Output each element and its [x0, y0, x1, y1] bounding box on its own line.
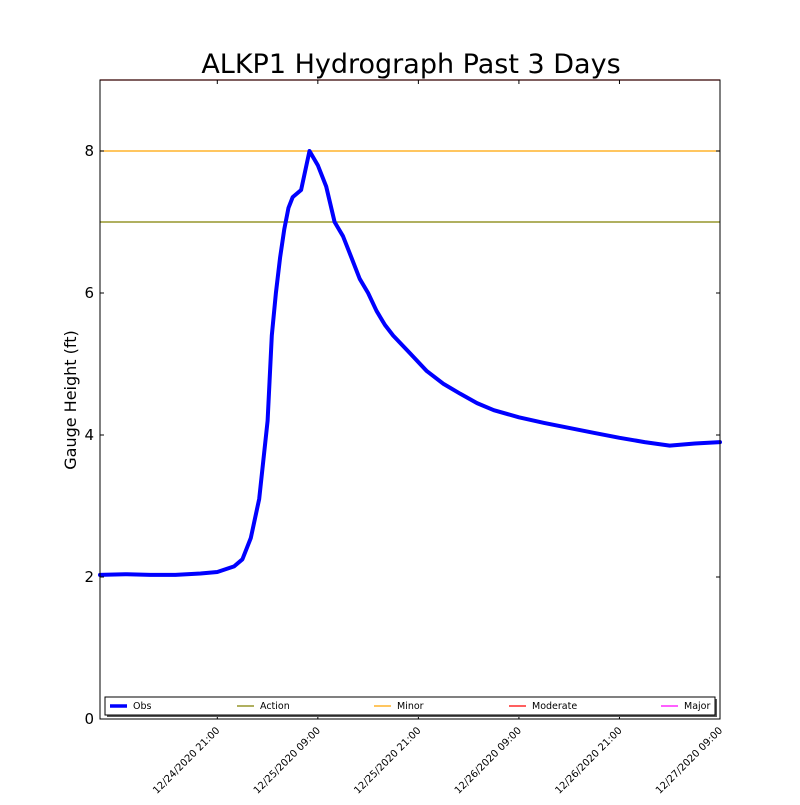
- x-tick-label: 12/27/2020 09:00: [654, 725, 725, 796]
- legend-label-major: Major: [684, 701, 710, 712]
- series-line-obs: [98, 149, 722, 577]
- legend-label-action: Action: [260, 701, 290, 712]
- legend-label-obs: Obs: [133, 701, 152, 712]
- x-axis-ticks: 12/24/2020 21:00 12/25/2020 09:00 12/25/20…: [151, 80, 725, 797]
- y-tick-label: 0: [84, 710, 94, 728]
- x-tick-label: 12/25/2020 21:00: [352, 725, 423, 796]
- series-lines: [98, 149, 722, 577]
- x-tick-label: 12/25/2020 09:00: [252, 725, 323, 796]
- threshold-lines: [100, 79, 720, 223]
- y-axis-ticks: 0 2 4 6 8: [84, 142, 720, 728]
- y-tick-label: 6: [84, 284, 94, 302]
- chart-title: ALKP1 Hydrograph Past 3 Days: [201, 49, 620, 80]
- y-tick-label: 4: [84, 426, 94, 444]
- y-axis-label: Gauge Height (ft): [61, 330, 80, 470]
- x-tick-label: 12/24/2020 21:00: [151, 725, 222, 796]
- legend-label-minor: Minor: [397, 701, 424, 712]
- x-tick-label: 12/26/2020 21:00: [553, 725, 624, 796]
- y-tick-label: 2: [84, 568, 94, 586]
- y-tick-label: 8: [84, 142, 94, 160]
- legend-label-moderate: Moderate: [532, 701, 577, 712]
- legend: Obs Action Minor Moderate Major: [104, 696, 717, 717]
- legend-box: [104, 696, 716, 716]
- plot-area-frame: [99, 79, 721, 720]
- x-tick-label: 12/26/2020 09:00: [453, 725, 524, 796]
